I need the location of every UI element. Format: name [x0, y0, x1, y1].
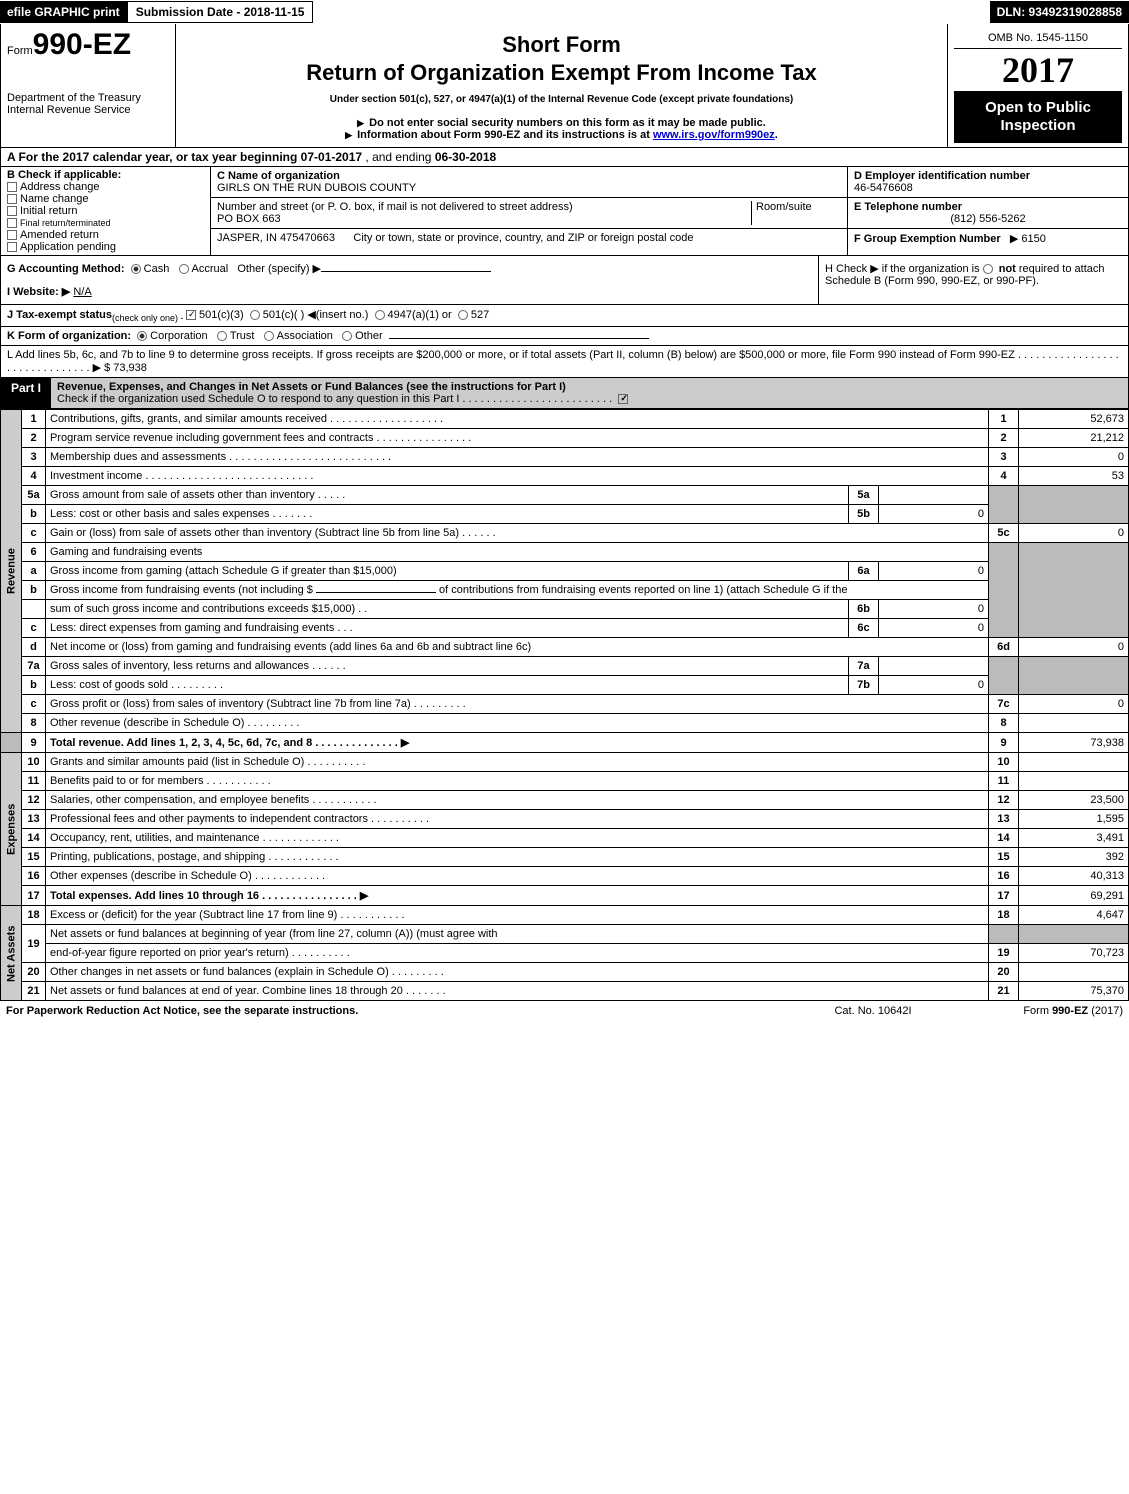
- form-title: Return of Organization Exempt From Incom…: [182, 60, 941, 86]
- tax-year: 2017: [954, 49, 1122, 91]
- addr-label: Number and street (or P. O. box, if mail…: [217, 201, 573, 213]
- part-i-desc: Revenue, Expenses, and Changes in Net As…: [57, 381, 566, 393]
- schedule-o-checkbox[interactable]: [618, 394, 628, 404]
- section-b-heading: B Check if applicable:: [7, 169, 121, 181]
- accrual-radio[interactable]: [179, 264, 189, 274]
- other-org-radio[interactable]: [342, 331, 352, 341]
- city-label: City or town, state or province, country…: [353, 232, 693, 244]
- tel-value: (812) 556-5262: [854, 213, 1122, 225]
- ein-label: D Employer identification number: [854, 170, 1030, 182]
- trust-radio[interactable]: [217, 331, 227, 341]
- form-footer: Form 990-EZ (2017): [963, 1005, 1123, 1017]
- fundraising-amount-input[interactable]: [316, 592, 436, 593]
- final-return-checkbox[interactable]: [7, 218, 17, 228]
- room-label: Room/suite: [756, 201, 812, 213]
- part-i-table: Revenue 1 Contributions, gifts, grants, …: [0, 409, 1129, 1001]
- line-l: L Add lines 5b, 6c, and 7b to line 9 to …: [0, 346, 1129, 378]
- ein-value: 46-5476608: [854, 182, 913, 194]
- dept-treasury: Department of the Treasury: [7, 92, 169, 104]
- city-value: JASPER, IN 475470663: [217, 232, 335, 244]
- dln: DLN: 93492319028858: [990, 1, 1129, 23]
- cat-no: Cat. No. 10642I: [783, 1005, 963, 1017]
- tel-label: E Telephone number: [854, 201, 962, 213]
- paperwork-notice: For Paperwork Reduction Act Notice, see …: [6, 1005, 783, 1017]
- info-prefix: Information about Form 990-EZ and its in…: [357, 129, 653, 141]
- no-ssn-text: Do not enter social security numbers on …: [369, 117, 766, 129]
- corporation-radio[interactable]: [137, 331, 147, 341]
- po-box: PO BOX 663: [217, 213, 281, 225]
- under-section-text: Under section 501(c), 527, or 4947(a)(1)…: [182, 90, 941, 111]
- org-name-label: C Name of organization: [217, 170, 340, 182]
- open-to-public: Open to Public Inspection: [954, 91, 1122, 143]
- amended-return-checkbox[interactable]: [7, 230, 17, 240]
- section-h: H Check ▶ if the organization is not req…: [818, 256, 1128, 304]
- name-change-checkbox[interactable]: [7, 194, 17, 204]
- initial-return-checkbox[interactable]: [7, 206, 17, 216]
- association-radio[interactable]: [264, 331, 274, 341]
- website-value: N/A: [73, 286, 91, 298]
- accounting-method-label: G Accounting Method:: [7, 263, 125, 275]
- other-specify-input[interactable]: [321, 271, 491, 272]
- org-name: GIRLS ON THE RUN DUBOIS COUNTY: [217, 182, 416, 194]
- expenses-section-label: Expenses: [1, 753, 22, 906]
- group-exemption-value: 6150: [1021, 233, 1045, 245]
- 501c-radio[interactable]: [250, 310, 260, 320]
- form-prefix: Form: [7, 45, 33, 57]
- 527-radio[interactable]: [458, 310, 468, 320]
- part-i-check: Check if the organization used Schedule …: [57, 393, 612, 405]
- net-assets-section-label: Net Assets: [1, 906, 22, 1001]
- line-j: J Tax-exempt status(check only one) - 50…: [0, 305, 1129, 327]
- line-k: K Form of organization: Corporation Trus…: [0, 327, 1129, 346]
- 501c3-checkbox[interactable]: [186, 310, 196, 320]
- address-change-checkbox[interactable]: [7, 182, 17, 192]
- cash-radio[interactable]: [131, 264, 141, 274]
- submission-date: Submission Date - 2018-11-15: [127, 1, 314, 23]
- dept-irs: Internal Revenue Service: [7, 104, 169, 116]
- line-a: A For the 2017 calendar year, or tax yea…: [1, 148, 1128, 167]
- form-number: 990-EZ: [33, 28, 131, 61]
- 4947a1-radio[interactable]: [375, 310, 385, 320]
- website-label: I Website: ▶: [7, 286, 70, 298]
- group-exemption-label: F Group Exemption Number: [854, 233, 1001, 245]
- application-pending-checkbox[interactable]: [7, 242, 17, 252]
- short-form-title: Short Form: [182, 32, 941, 58]
- h-check-radio[interactable]: [983, 264, 993, 274]
- irs-link[interactable]: www.irs.gov/form990ez: [653, 129, 775, 141]
- other-org-input[interactable]: [389, 338, 649, 339]
- efile-tag: efile GRAPHIC print: [0, 1, 127, 23]
- part-i-label: Part I: [1, 378, 51, 408]
- arrow-icon: [345, 129, 354, 141]
- revenue-section-label: Revenue: [1, 410, 22, 733]
- arrow-icon: [357, 117, 366, 129]
- omb-number: OMB No. 1545-1150: [954, 28, 1122, 49]
